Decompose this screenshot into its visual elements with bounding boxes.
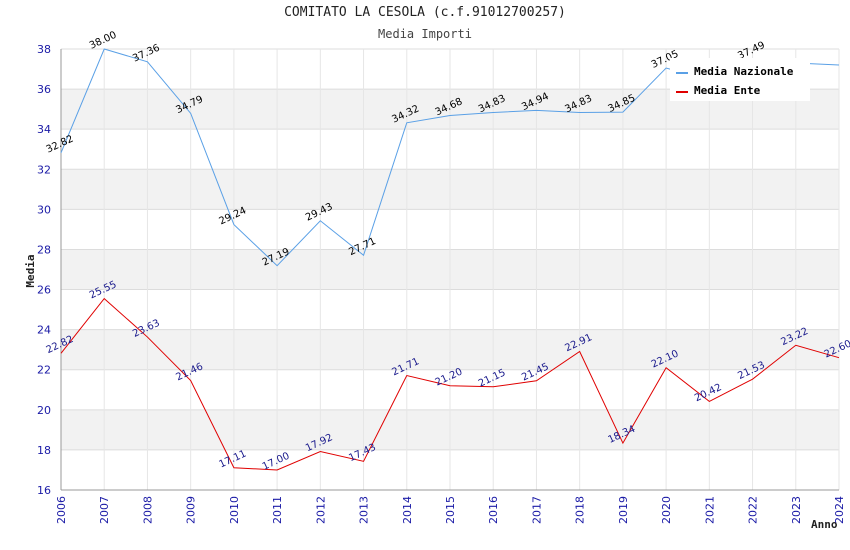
x-tick-label: 2017 — [530, 496, 543, 524]
series-line-ente — [60, 297, 840, 471]
x-tick-label: 2013 — [358, 496, 371, 524]
legend-box — [670, 58, 810, 101]
x-tick-label: 2015 — [444, 496, 457, 524]
x-tick-label: 2023 — [790, 496, 803, 524]
grid-lines — [60, 48, 840, 491]
x-tick-label: 2006 — [55, 496, 68, 524]
y-tick-label: 32 — [37, 163, 51, 176]
x-tick-label: 2010 — [228, 496, 241, 524]
y-tick-labels: 16 18 20 22 24 26 28 30 32 34 36 38 — [37, 43, 51, 497]
x-tick-label: 2019 — [617, 496, 630, 524]
x-tick-label: 2014 — [401, 496, 414, 524]
y-tick-label: 24 — [37, 324, 51, 337]
x-tick-label: 2011 — [271, 496, 284, 524]
y-tick-label: 26 — [37, 284, 51, 297]
y-tick-label: 22 — [37, 364, 51, 377]
y-tick-label: 18 — [37, 444, 51, 457]
x-tick-label: 2022 — [747, 496, 760, 524]
x-tick-label: 2009 — [185, 496, 198, 524]
x-tick-labels: 2006 2007 2008 2009 2010 2011 2012 2013 2014 2015… — [55, 496, 846, 524]
x-tick-label: 2024 — [833, 496, 846, 524]
data-label: 32.82 — [45, 134, 76, 156]
chart-title: COMITATO LA CESOLA (c.f.91012700257) — [284, 5, 566, 20]
x-tick-label: 2018 — [574, 496, 587, 524]
x-tick-label: 2016 — [487, 496, 500, 524]
y-axis-label: Media — [24, 254, 37, 287]
x-tick-label: 2012 — [314, 496, 327, 524]
data-label: 17.11 — [218, 448, 249, 470]
x-tick-label: 2008 — [141, 496, 154, 524]
x-tick-label: 2020 — [660, 496, 673, 524]
y-tick-label: 28 — [37, 243, 51, 256]
data-label: 38.00 — [88, 30, 119, 52]
y-tick-label: 30 — [37, 203, 51, 216]
x-tick-label: 2021 — [703, 496, 716, 524]
axes — [60, 49, 839, 491]
legend-label-nazionale: Media Nazionale — [694, 65, 794, 78]
data-label: 21.15 — [477, 367, 508, 389]
y-tick-label: 16 — [37, 484, 51, 497]
y-tick-label: 38 — [37, 43, 51, 56]
legend: Media Nazionale Media Ente — [670, 58, 810, 101]
x-tick-label: 2007 — [98, 496, 111, 524]
legend-label-ente: Media Ente — [694, 84, 761, 97]
y-tick-label: 34 — [37, 123, 51, 136]
x-axis-label: Anno — [811, 518, 838, 531]
y-tick-label: 36 — [37, 83, 51, 96]
y-tick-label: 20 — [37, 404, 51, 417]
chart-subtitle: Media Importi — [378, 27, 472, 41]
